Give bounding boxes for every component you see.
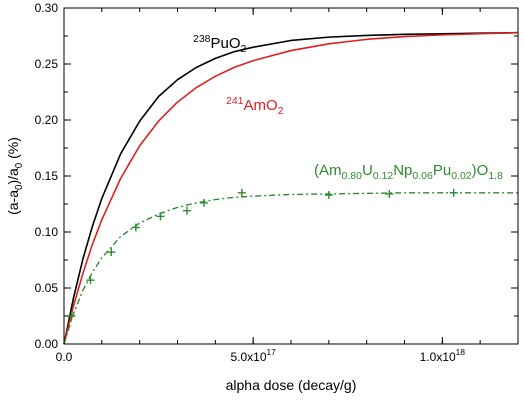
data-point-marker	[449, 188, 458, 197]
text-part: 1.8	[488, 170, 503, 182]
data-point-marker	[199, 198, 208, 207]
text-part: 18	[456, 347, 466, 357]
y-tick-label: 0.05	[35, 281, 59, 295]
data-point-marker	[237, 188, 246, 197]
text-part: 2	[278, 105, 284, 117]
series-line	[63, 31, 519, 345]
data-point-marker	[107, 248, 116, 257]
data-point-marker	[67, 312, 76, 320]
text-part: 0.80	[342, 170, 363, 182]
x-tick-label: 5.0x1017	[230, 347, 276, 364]
y-tick-label: 0.30	[35, 1, 59, 15]
text-part: PuO	[211, 35, 241, 52]
text-part: Np	[393, 162, 412, 179]
text-part: alpha dose (decay/g)	[226, 377, 357, 393]
text-part: 2	[241, 43, 247, 55]
text-part: )/a	[5, 168, 21, 185]
y-tick-label: 0.20	[35, 113, 59, 127]
y-tick-label: 0.00	[35, 337, 59, 351]
series-line	[63, 31, 519, 345]
data-point-marker	[324, 191, 333, 200]
series-label: 238PuO2	[193, 33, 247, 55]
x-tick-label: 1.0x1018	[420, 347, 466, 364]
text-part: 1.0x10	[420, 350, 456, 364]
plot-frame	[63, 7, 519, 345]
series-label: 241AmO2	[226, 95, 284, 117]
text-part: AmO	[244, 97, 278, 114]
y-axis-label: (a-a0)/a0 (%)	[5, 137, 25, 215]
data-point-marker	[385, 189, 394, 198]
text-part: 0.0	[56, 350, 73, 364]
y-tick-label: 0.10	[35, 225, 59, 239]
text-part: U	[362, 162, 373, 179]
text-part: (a-a	[5, 190, 21, 215]
text-part: 17	[267, 347, 277, 357]
text-part: 0.06	[412, 170, 433, 182]
text-part: 0	[14, 184, 25, 190]
data-point-marker	[131, 223, 140, 232]
data-point-marker	[156, 212, 165, 221]
x-tick-label: 0.0	[56, 350, 73, 364]
text-part: (%)	[5, 137, 21, 163]
y-tick-label: 0.25	[35, 57, 59, 71]
text-part: 238	[193, 33, 211, 45]
y-tick-label: 0.15	[35, 169, 59, 183]
x-axis-label: alpha dose (decay/g)	[226, 377, 357, 393]
data-point-marker	[182, 206, 191, 215]
text-part: 5.0x10	[230, 350, 266, 364]
text-part: 0	[14, 162, 25, 168]
text-part: 0.02	[451, 170, 472, 182]
text-part: 241	[226, 95, 244, 107]
text-part: )O	[472, 162, 489, 179]
text-part: Pu	[433, 162, 451, 179]
text-part: (Am	[314, 162, 342, 179]
data-point-marker	[86, 276, 95, 285]
series-label: (Am0.80U0.12Np0.06Pu0.02)O1.8	[314, 162, 503, 182]
series-line	[63, 192, 518, 345]
text-part: 0.12	[373, 170, 394, 182]
